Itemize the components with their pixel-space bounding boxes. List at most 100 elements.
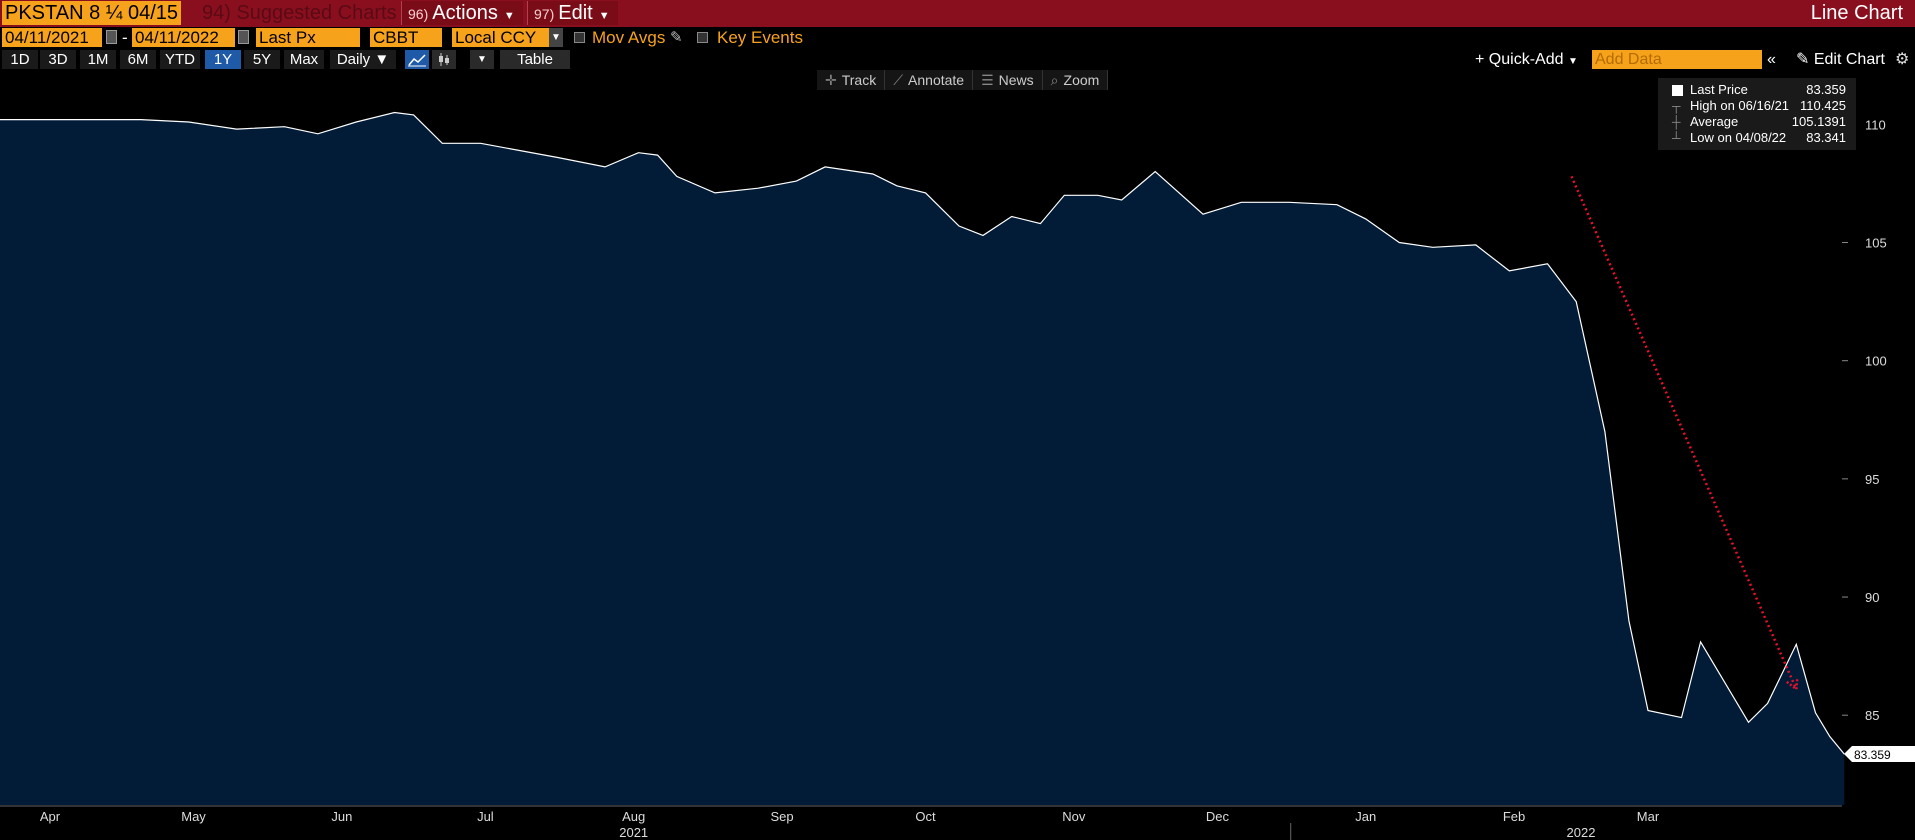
range-button-max[interactable]: Max [284,50,324,69]
pen-icon: ⟋ [893,72,904,88]
edit-chart-button[interactable]: ✎ Edit Chart [1796,50,1885,69]
zoom-tool[interactable]: ⌕ Zoom [1043,70,1109,90]
calendar-icon[interactable] [106,30,117,44]
y-tick-label: 95 [1865,472,1879,487]
chart-type-title: Line Chart [1810,2,1903,24]
crosshair-icon: ✛ [825,72,837,88]
x-tick-label: May [181,809,206,824]
year-label: 2021 [619,825,648,840]
title-bar: PKSTAN 8 ¼ 04/15 94) Suggested Charts 96… [0,0,1915,27]
chart-legend[interactable]: Last Price 83.359 ┬ High on 06/16/21 110… [1658,78,1856,150]
range-button-3d[interactable]: 3D [40,50,76,69]
pencil-icon: ✎ [1796,51,1810,68]
x-tick-label: Sep [770,809,793,824]
legend-low: ┴ Low on 04/08/22 83.341 [1658,130,1856,146]
track-tool[interactable]: ✛ Track [817,70,886,90]
candlestick-icon[interactable] [432,50,456,69]
key-events-label[interactable]: Key Events [717,28,803,47]
edit-menu[interactable]: 97) Edit ▼ [527,1,618,25]
price-line [0,111,1845,755]
legend-average-value: 105.1391 [1791,114,1846,129]
legend-swatch [1672,85,1683,96]
y-tick-label: 90 [1865,590,1879,605]
annotate-tool[interactable]: ⟋ Annotate [885,70,974,90]
y-tick-label: 105 [1865,236,1887,251]
actions-menu[interactable]: 96) Actions ▼ [401,1,523,25]
year-label: 2022 [1567,825,1596,840]
x-tick-label: Nov [1062,809,1086,824]
price-field-select[interactable]: Last Px [256,28,360,47]
x-tick-label: Apr [40,809,61,824]
x-tick-label: Mar [1637,809,1660,824]
legend-low-value: 83.341 [1806,130,1846,145]
actions-label: Actions [432,2,498,24]
y-tick-label: 85 [1865,708,1879,723]
chevron-down-icon: ▼ [598,10,610,22]
quick-add-button[interactable]: + Quick-Add ▼ [1475,50,1578,69]
legend-high-value: 110.425 [1799,98,1846,113]
suggested-charts-menu[interactable]: 94) Suggested Charts [202,1,397,25]
track-label: Track [841,72,877,88]
legend-last-value: 83.359 [1806,82,1846,97]
high-marker-icon: ┬ [1672,99,1681,113]
x-tick-label: Oct [915,809,936,824]
key-events-checkbox[interactable] [697,32,708,43]
chevron-down-icon: ▼ [1567,56,1578,67]
currency-select[interactable]: Local CCY [452,28,550,47]
legend-high-label: High on 06/16/21 [1690,98,1790,113]
news-tool[interactable]: ☰ News [973,70,1043,90]
range-button-1d[interactable]: 1D [2,50,38,69]
x-tick-label: Dec [1206,809,1230,824]
magnifier-icon: ⌕ [1050,72,1059,88]
chevron-down-icon[interactable]: ▼ [549,28,563,47]
settings-bar: 04/11/2021 - 04/11/2022 Last Px CBBT Loc… [0,27,1915,49]
gear-icon[interactable]: ⚙ [1895,51,1910,68]
end-date-field[interactable]: 04/11/2022 [132,28,235,47]
plus-icon: + [1475,51,1485,68]
low-marker-icon: ┴ [1672,131,1681,145]
news-icon: ☰ [981,72,994,88]
date-range-separator: - [122,28,128,47]
add-data-input[interactable] [1592,50,1762,69]
mov-avgs-checkbox[interactable] [574,32,585,43]
annotation-arrowhead [1786,677,1799,692]
suggested-charts-label: Suggested Charts [236,2,397,24]
range-button-ytd[interactable]: YTD [160,50,200,69]
start-date-field[interactable]: 04/11/2021 [2,28,102,47]
x-tick-label: Jun [331,809,352,824]
frequency-select[interactable]: Daily ▼ [330,50,396,69]
legend-high: ┬ High on 06/16/21 110.425 [1658,98,1856,114]
pencil-icon[interactable]: ✎ [670,29,683,46]
security-ticker[interactable]: PKSTAN 8 ¼ 04/15 [2,1,182,25]
table-button[interactable]: Table [500,50,570,69]
x-tick-label: Jan [1355,809,1376,824]
price-area [0,112,1845,805]
calendar-icon[interactable] [238,30,249,44]
edit-number: 97) [534,6,555,22]
news-label: News [998,72,1034,88]
mov-avgs-label[interactable]: Mov Avgs [592,28,666,47]
range-button-1y[interactable]: 1Y [205,50,241,69]
annotation-arrow [1570,175,1798,690]
range-button-6m[interactable]: 6M [120,50,156,69]
actions-number: 96) [408,6,429,22]
last-price-marker [1844,745,1915,762]
chevron-down-icon[interactable]: ▼ [470,50,494,69]
annotate-label: Annotate [908,72,965,88]
frequency-label: Daily [336,51,371,68]
chevron-down-icon: ▼ [374,51,390,68]
quick-add-label: Quick-Add [1488,51,1564,68]
last-price-label: 83.359 [1854,748,1891,762]
range-button-5y[interactable]: 5Y [244,50,280,69]
edit-label: Edit [558,2,593,24]
line-chart-icon[interactable] [405,50,429,69]
collapse-icon[interactable]: « [1767,51,1776,68]
edit-chart-label: Edit Chart [1813,51,1885,68]
pricing-source-select[interactable]: CBBT [370,28,442,47]
y-tick-label: 100 [1865,354,1887,369]
suggested-charts-number: 94) [202,2,231,24]
range-button-1m[interactable]: 1M [80,50,116,69]
x-tick-label: Feb [1503,809,1525,824]
legend-average: ┼ Average 105.1391 [1658,114,1856,130]
